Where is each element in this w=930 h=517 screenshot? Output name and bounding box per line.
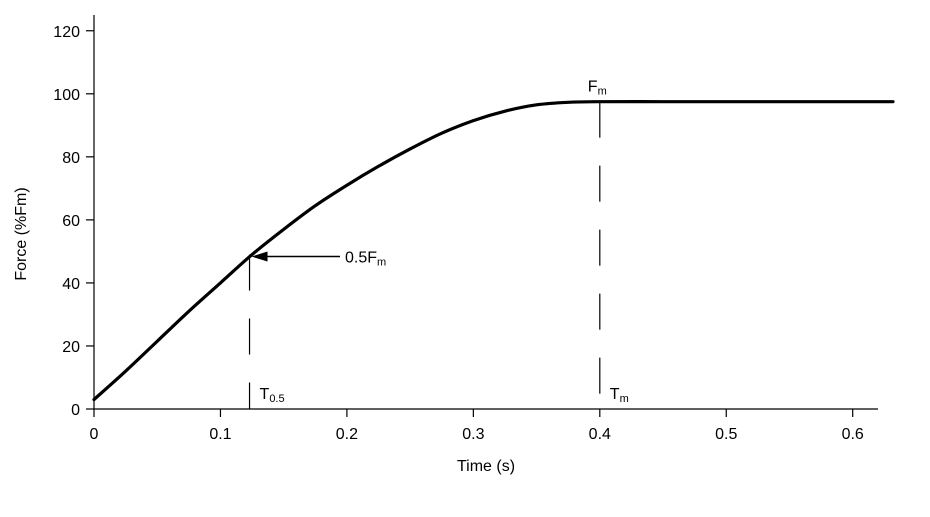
half-force-label-sub: m (377, 257, 386, 269)
y-tick-label: 0 (71, 402, 80, 419)
x-tick-label: 0.3 (462, 426, 484, 443)
reference-markers: T0.5 Tm (248, 101, 629, 409)
marker-label-sub: m (620, 393, 629, 405)
x-tick-label: 0.1 (209, 426, 231, 443)
x-axis-label: Time (s) (457, 458, 515, 475)
x-tick-label: 0.6 (842, 426, 864, 443)
y-tick-label: 80 (62, 150, 80, 167)
y-tick-label: 60 (62, 213, 80, 230)
x-tick-label: 0.5 (715, 426, 737, 443)
x-tick-label: 0 (90, 426, 99, 443)
x-tick-label: 0.2 (336, 426, 358, 443)
half-force-label: 0.5Fm (345, 250, 386, 269)
half-force-annotation: 0.5Fm (251, 250, 386, 269)
marker-label-main: T (610, 386, 620, 403)
x-tick-label: 0.4 (589, 426, 611, 443)
max-force-label-sub: m (598, 86, 607, 98)
axes (93, 15, 878, 410)
y-axis-ticks: 0 20 40 60 80 100 120 (53, 24, 94, 419)
marker-label-sub: 0.5 (269, 393, 284, 405)
y-tick-label: 120 (53, 24, 80, 41)
y-tick-label: 100 (53, 87, 80, 104)
x-axis-ticks: 0 0.1 0.2 0.3 0.4 0.5 0.6 (90, 409, 864, 443)
series-group (92, 100, 895, 402)
max-force-label-main: F (588, 79, 598, 96)
half-force-label-main: 0.5F (345, 250, 377, 267)
y-axis-label: Force (%Fm) (13, 187, 30, 280)
marker-label-main: T (260, 386, 270, 403)
y-tick-label: 40 (62, 276, 80, 293)
marker-label: T0.5 (260, 386, 285, 405)
y-tick-label: 20 (62, 339, 80, 356)
force-curve (92, 100, 895, 402)
marker-label: Tm (610, 386, 629, 405)
max-force-label: Fm (588, 79, 607, 98)
half-force-arrow-head (251, 251, 268, 262)
